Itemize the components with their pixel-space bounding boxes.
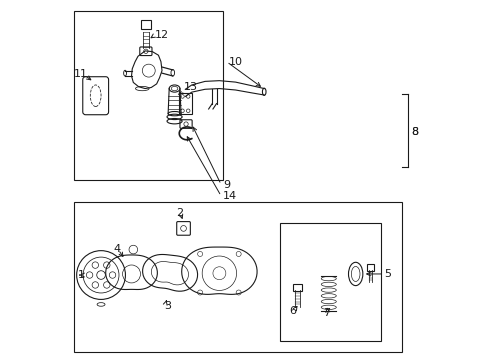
Text: 8: 8 xyxy=(410,127,418,136)
Text: 4: 4 xyxy=(113,244,121,254)
Text: 12: 12 xyxy=(155,30,169,40)
Text: 5: 5 xyxy=(384,269,390,279)
Text: 6: 6 xyxy=(289,306,296,316)
Text: 8: 8 xyxy=(410,127,418,136)
Text: 13: 13 xyxy=(183,82,197,92)
Text: 7: 7 xyxy=(322,308,329,318)
Text: 10: 10 xyxy=(228,57,242,67)
Text: 1: 1 xyxy=(77,270,84,280)
Text: 9: 9 xyxy=(223,180,230,190)
Text: 11: 11 xyxy=(73,69,87,79)
Text: 3: 3 xyxy=(163,301,170,311)
Text: 2: 2 xyxy=(176,208,183,219)
Text: 14: 14 xyxy=(223,191,237,201)
